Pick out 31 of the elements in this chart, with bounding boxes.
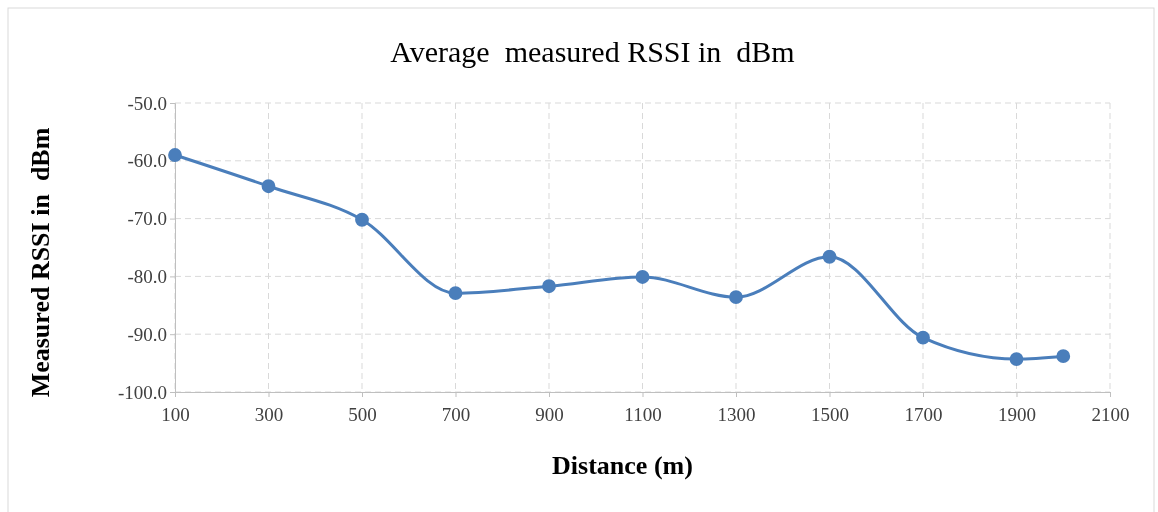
y-tick-label: -60.0 [127, 150, 167, 172]
point [635, 270, 650, 284]
y-axis-title: Measured RSSI in dBm [26, 127, 55, 398]
point [355, 212, 369, 227]
x-tick-label: 2100 [1091, 403, 1130, 425]
x-tick-label: 1700 [904, 403, 943, 425]
x-tick-label: 500 [348, 403, 377, 425]
x-tick-label: 900 [535, 403, 564, 425]
x-tick-label: 1300 [717, 403, 756, 425]
x-tick-label: 300 [254, 403, 284, 425]
y-tick-label: -100.0 [117, 381, 167, 403]
y-tick-label: -70.0 [127, 208, 167, 230]
x-tick-label: 1100 [624, 403, 662, 425]
x-tick-label: 1900 [998, 403, 1036, 425]
point [168, 148, 182, 162]
point [822, 249, 837, 264]
point [729, 290, 743, 305]
chart-title: Average measured RSSI in dBm [390, 35, 795, 68]
point [448, 286, 463, 301]
x-axis-title: Distance (m) [552, 451, 693, 480]
point [261, 179, 276, 194]
point [916, 330, 930, 345]
point [1056, 349, 1071, 364]
y-tick-label: -80.0 [127, 265, 167, 287]
x-tick-label: 1500 [811, 403, 849, 425]
point [542, 279, 556, 294]
y-tick-label: -90.0 [127, 323, 167, 345]
x-tick-label: 700 [441, 403, 471, 425]
y-tick-label: -50.0 [127, 92, 167, 114]
x-tick-label: 100 [161, 403, 190, 425]
point [1009, 352, 1024, 366]
